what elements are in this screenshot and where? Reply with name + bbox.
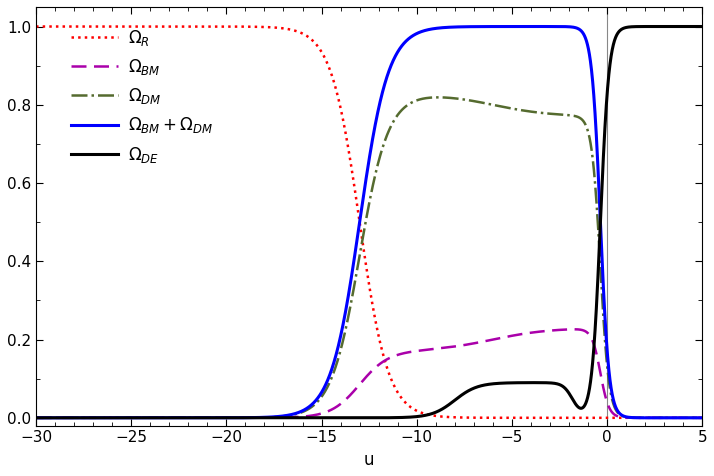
X-axis label: u: u <box>364 451 374 469</box>
Line: $\Omega_{DE}$: $\Omega_{DE}$ <box>17 27 714 418</box>
$\Omega_{BM}$ <box>570 327 578 332</box>
$\Omega_{DM}$ <box>141 415 149 421</box>
Line: $\Omega_{DM}$: $\Omega_{DM}$ <box>17 98 714 418</box>
Line: $\Omega_R$: $\Omega_R$ <box>17 27 714 418</box>
$\Omega_{DE}$ <box>592 311 600 317</box>
$\Omega_{BM}$ <box>435 346 443 351</box>
Line: $\Omega_{BM}+\Omega_{DM}$: $\Omega_{BM}+\Omega_{DM}$ <box>17 27 714 418</box>
$\Omega_R$ <box>13 24 21 30</box>
$\Omega_{DE}$ <box>141 415 149 421</box>
$\Omega_R$ <box>282 26 291 31</box>
$\Omega_{BM}+\Omega_{DM}$ <box>13 415 21 421</box>
$\Omega_{DE}$ <box>435 408 443 414</box>
$\Omega_R$ <box>592 415 600 421</box>
$\Omega_{BM}+\Omega_{DM}$ <box>471 24 479 30</box>
$\Omega_{BM}+\Omega_{DM}$ <box>538 24 547 30</box>
$\Omega_R$ <box>538 415 547 421</box>
$\Omega_{BM}+\Omega_{DM}$ <box>141 415 149 421</box>
$\Omega_{BM}+\Omega_{DM}$ <box>435 25 443 31</box>
$\Omega_{BM}$ <box>13 415 21 421</box>
$\Omega_{BM}$ <box>538 328 547 334</box>
Line: $\Omega_{BM}$: $\Omega_{BM}$ <box>17 329 714 418</box>
$\Omega_{BM}$ <box>282 415 291 420</box>
$\Omega_{DE}$ <box>538 380 547 386</box>
$\Omega_{DM}$ <box>13 415 21 421</box>
$\Omega_{DM}$ <box>434 95 443 100</box>
$\Omega_{DM}$ <box>282 413 291 419</box>
$\Omega_{DM}$ <box>471 99 479 104</box>
$\Omega_{DM}$ <box>538 110 547 116</box>
$\Omega_R$ <box>435 414 443 419</box>
$\Omega_{DE}$ <box>13 415 21 421</box>
$\Omega_{BM}$ <box>592 350 600 356</box>
$\Omega_{BM}+\Omega_{DM}$ <box>592 130 600 136</box>
$\Omega_{DM}$ <box>436 95 444 100</box>
$\Omega_R$ <box>141 24 149 30</box>
Legend: $\Omega_R$, $\Omega_{BM}$, $\Omega_{DM}$, $\Omega_{BM}+\Omega_{DM}$, $\Omega_{DE: $\Omega_R$, $\Omega_{BM}$, $\Omega_{DM}$… <box>71 28 213 165</box>
$\Omega_{BM}+\Omega_{DM}$ <box>536 24 545 30</box>
$\Omega_{DM}$ <box>592 195 600 200</box>
$\Omega_{BM}+\Omega_{DM}$ <box>282 413 291 418</box>
$\Omega_{BM}$ <box>471 340 479 346</box>
$\Omega_{BM}$ <box>141 415 149 421</box>
$\Omega_{DE}$ <box>282 415 291 421</box>
$\Omega_{DE}$ <box>471 385 479 391</box>
$\Omega_R$ <box>471 415 479 421</box>
